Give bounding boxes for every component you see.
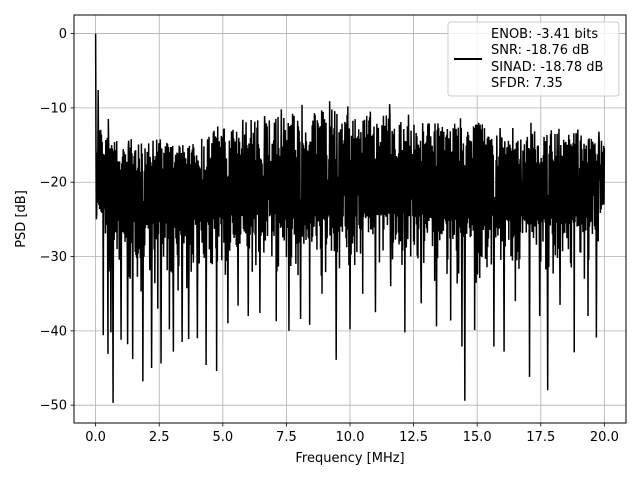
- legend-text-sfdr: SFDR: 7.35: [491, 76, 563, 91]
- legend-text-snr: SNR: -18.76 dB: [491, 43, 589, 58]
- x-tick-label: 2.5: [149, 430, 170, 445]
- y-tick-label: −50: [40, 399, 67, 414]
- x-tick-label: 20.0: [590, 430, 619, 445]
- x-tick-label: 12.5: [399, 430, 428, 445]
- x-tick-label: 5.0: [212, 430, 233, 445]
- x-axis-ticks: 0.0 2.5 5.0 7.5 10.0 12.5 15.0 17.5 20.0: [85, 423, 619, 445]
- x-tick-label: 17.5: [526, 430, 555, 445]
- legend-text-enob: ENOB: -3.41 bits: [491, 27, 598, 42]
- x-axis-label: Frequency [MHz]: [295, 451, 404, 466]
- y-tick-label: −40: [40, 324, 67, 339]
- y-tick-label: −30: [40, 250, 67, 265]
- legend-box: [447, 21, 620, 97]
- y-axis-ticks: 0 −10 −20 −30 −40 −50: [40, 27, 74, 414]
- y-tick-label: 0: [59, 27, 67, 42]
- x-tick-label: 0.0: [85, 430, 106, 445]
- y-tick-label: −20: [40, 176, 67, 191]
- legend: ENOB: -3.41 bits SNR: -18.76 dB SINAD: -…: [447, 21, 620, 97]
- x-tick-label: 10.0: [336, 430, 365, 445]
- legend-text-sinad: SINAD: -18.78 dB: [491, 60, 603, 75]
- y-tick-label: −10: [40, 101, 67, 116]
- plot-area: [94, 33, 606, 403]
- x-tick-label: 7.5: [276, 430, 297, 445]
- x-tick-label: 15.0: [463, 430, 492, 445]
- y-axis-label: PSD [dB]: [14, 190, 29, 248]
- psd-series-line: [94, 33, 606, 403]
